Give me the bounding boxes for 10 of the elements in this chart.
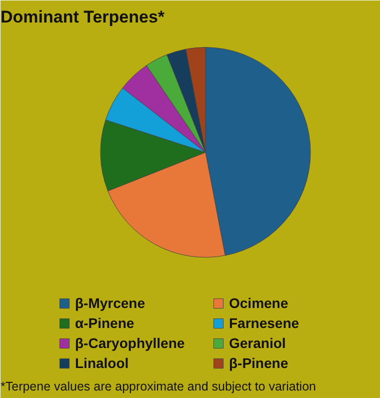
legend-label: α-Pinene xyxy=(75,314,136,332)
text: *Terpene values are approximate and subject to variation xyxy=(0,380,316,394)
legend-label: β-Pinene xyxy=(229,354,290,372)
legend-label: Linalool xyxy=(75,354,130,372)
legend-label: β-Myrcene xyxy=(75,294,146,312)
legend-label: Farnesene xyxy=(229,314,300,332)
chart-title: Dominant Terpenes* xyxy=(0,8,165,26)
legend-label: Ocimene xyxy=(229,294,290,312)
legend-label: β-Caryophyllene xyxy=(75,334,186,352)
legend-label: Geraniol xyxy=(229,334,287,352)
